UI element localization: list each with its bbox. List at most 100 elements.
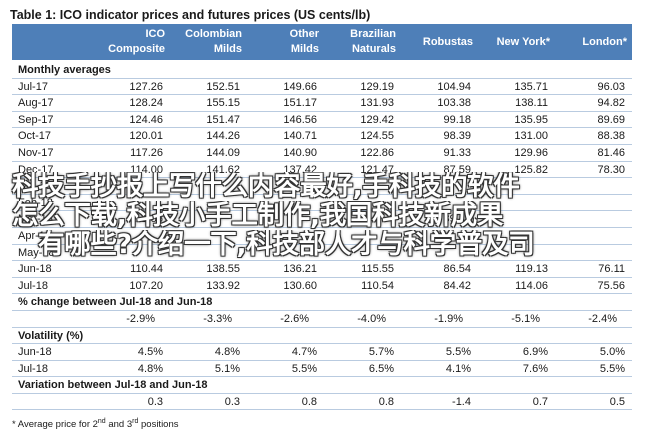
table-cell: 129.19 xyxy=(360,80,394,93)
section-pct-change: % change between Jul-18 and Jun-18 xyxy=(12,294,632,311)
table-cell: 7.6% xyxy=(522,362,548,375)
table-cell: 4.1% xyxy=(445,362,471,375)
table-cell xyxy=(554,228,631,244)
row-label: Jul-17 xyxy=(18,80,48,93)
table-cell: 135.95 xyxy=(514,113,548,126)
table-cell: 141.62 xyxy=(206,163,240,176)
table-cell: 115.55 xyxy=(361,263,394,276)
table-cell: 0.5 xyxy=(609,395,625,408)
row-label: Jun-18 xyxy=(18,263,52,276)
section-title: Variation between Jul-18 and Jun-18 xyxy=(18,379,208,392)
table-cell: 107.20 xyxy=(129,279,163,292)
table-cell: 125.82 xyxy=(514,163,548,176)
table-row: 0.3 0.3 0.8 0.8 -1.4 0.7 0.5 xyxy=(12,394,632,411)
table-cell xyxy=(169,245,246,261)
table-row: Nov-17 117.26 144.09 140.90 122.86 91.33 129.9… xyxy=(12,145,632,162)
table-cell: 135.71 xyxy=(514,80,548,93)
table-cell xyxy=(477,228,554,244)
table-cell: 130.60 xyxy=(283,279,317,292)
row-label: Jun-18 xyxy=(18,346,52,359)
table-cell: 127.26 xyxy=(129,80,163,93)
table-row: Jan-18 xyxy=(12,178,632,195)
table-cell xyxy=(554,195,631,211)
table-cell xyxy=(323,228,400,244)
table-cell xyxy=(554,245,631,261)
table-cell xyxy=(400,228,477,244)
table-cell: 4.7% xyxy=(291,346,317,359)
table-cell: 155.15 xyxy=(206,97,240,110)
table-cell xyxy=(400,195,477,211)
row-label: Feb-18 xyxy=(18,196,53,209)
table-cell: -5.1% xyxy=(511,312,540,325)
table-cell: 91.33 xyxy=(443,146,471,159)
row-label: Dec-17 xyxy=(18,163,54,176)
row-label: Nov-17 xyxy=(18,146,54,159)
table-cell: 4.5% xyxy=(137,346,163,359)
header-robustas: Robustas xyxy=(422,35,473,48)
table-cell: 94.82 xyxy=(597,97,625,110)
table-cell xyxy=(92,178,169,194)
table-cell xyxy=(92,228,169,244)
table-cell: 4.8% xyxy=(137,362,163,375)
table-cell: 78.30 xyxy=(597,163,625,176)
table-cell xyxy=(400,178,477,194)
table-row: Sep-17 124.46 151.47 146.56 129.42 99.18 135.9… xyxy=(12,112,632,129)
row-label: Jan-18 xyxy=(18,180,52,193)
table-cell: -1.9% xyxy=(434,312,463,325)
row-label: Oct-17 xyxy=(18,130,52,143)
table-body: Monthly averages Jul-17 127.26 152.51 149.66… xyxy=(12,62,632,411)
table-row: Mar-18 112.56 89.24 xyxy=(12,211,632,228)
table-cell: 88.38 xyxy=(597,130,625,143)
table-cell: 144.09 xyxy=(206,146,240,159)
table-cell xyxy=(246,195,323,211)
table-cell: 114.00 xyxy=(130,163,163,176)
table-row: Feb-18 xyxy=(12,195,632,212)
table-row: -2.9% -3.3% -2.6% -4.0% -1.9% -5.1% -2.4% xyxy=(12,311,632,328)
table-cell: 0.3 xyxy=(147,395,163,408)
table-cell: 128.24 xyxy=(129,97,163,110)
table-cell: 121.47 xyxy=(360,163,394,176)
table-cell: 5.0% xyxy=(599,346,625,359)
table-cell: 140.71 xyxy=(283,130,317,143)
table-cell: 138.55 xyxy=(206,263,240,276)
table-cell: 87.59 xyxy=(443,163,471,176)
section-title: Volatility (%) xyxy=(18,329,84,342)
header-blank xyxy=(12,24,92,60)
table-cell xyxy=(323,211,400,227)
table-cell xyxy=(169,195,246,211)
table-cell: 131.93 xyxy=(360,97,394,110)
row-label: Jul-18 xyxy=(18,279,48,292)
table-cell: 86.54 xyxy=(443,263,471,276)
table-cell xyxy=(323,195,400,211)
table-cell: 124.46 xyxy=(129,113,163,126)
row-label: May-18 xyxy=(18,246,55,259)
table-cell: 99.18 xyxy=(443,113,471,126)
table-cell: -2.6% xyxy=(280,312,309,325)
table-cell: 6.9% xyxy=(522,346,548,359)
row-label: Mar-18 xyxy=(18,213,53,226)
table-cell: 103.38 xyxy=(437,97,471,110)
table-cell: 110.54 xyxy=(361,279,394,292)
table-cell: 0.3 xyxy=(224,395,240,408)
table-cell: 4.8% xyxy=(214,346,240,359)
table-cell xyxy=(323,178,400,194)
table-cell: 0.8 xyxy=(301,395,317,408)
table-cell xyxy=(477,245,554,261)
table-cell: 119.13 xyxy=(515,263,548,276)
table-cell xyxy=(92,195,169,211)
table-cell: 133.92 xyxy=(206,279,240,292)
table-cell: 6.5% xyxy=(368,362,394,375)
row-label: Jul-18 xyxy=(18,362,48,375)
table-cell: 122.86 xyxy=(360,146,394,159)
table-cell: 114.06 xyxy=(515,279,548,292)
row-label: Apr-18 xyxy=(18,229,52,242)
table-title: Table 1: ICO indicator prices and future… xyxy=(10,8,371,22)
table-cell: -1.4 xyxy=(452,395,471,408)
table-row: Jun-18 110.44 138.55 136.21 115.55 86.54 119.1… xyxy=(12,261,632,278)
table-cell xyxy=(246,228,323,244)
table-cell: 138.11 xyxy=(515,97,548,110)
row-label: Sep-17 xyxy=(18,113,54,126)
row-label xyxy=(12,311,92,327)
section-title: Monthly averages xyxy=(18,64,111,76)
header-other-milds: Other Milds xyxy=(289,28,319,55)
